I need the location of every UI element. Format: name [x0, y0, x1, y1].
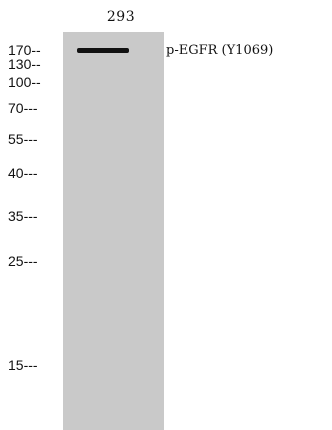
marker-55: 55 --- [8, 132, 38, 146]
marker-130: 130 -- [8, 57, 41, 71]
marker-dash: --- [23, 208, 38, 224]
marker-label: 15 [8, 357, 24, 373]
marker-label: 170 [8, 42, 32, 58]
marker-dash: -- [31, 42, 41, 58]
marker-35: 35 --- [8, 209, 38, 223]
band-label: p-EGFR (Y1069) [166, 43, 274, 58]
marker-dash: --- [23, 100, 38, 116]
marker-15: 15 --- [8, 358, 38, 372]
marker-dash: --- [23, 131, 38, 147]
marker-label: 55 [8, 131, 24, 147]
marker-dash: --- [23, 165, 38, 181]
lane-label: 293 [106, 9, 136, 25]
marker-label: 40 [8, 165, 24, 181]
marker-70: 70 --- [8, 101, 38, 115]
marker-dash: --- [23, 253, 38, 269]
marker-170: 170 -- [8, 43, 41, 57]
marker-40: 40 --- [8, 166, 38, 180]
gel-lane [63, 32, 164, 430]
marker-25: 25 --- [8, 254, 38, 268]
marker-dash: -- [31, 74, 41, 90]
marker-label: 35 [8, 208, 24, 224]
marker-100: 100 -- [8, 75, 41, 89]
marker-dash: --- [23, 357, 38, 373]
protein-band [77, 48, 129, 53]
marker-label: 70 [8, 100, 24, 116]
marker-label: 100 [8, 74, 32, 90]
marker-dash: -- [31, 56, 41, 72]
marker-label: 25 [8, 253, 24, 269]
marker-label: 130 [8, 56, 32, 72]
